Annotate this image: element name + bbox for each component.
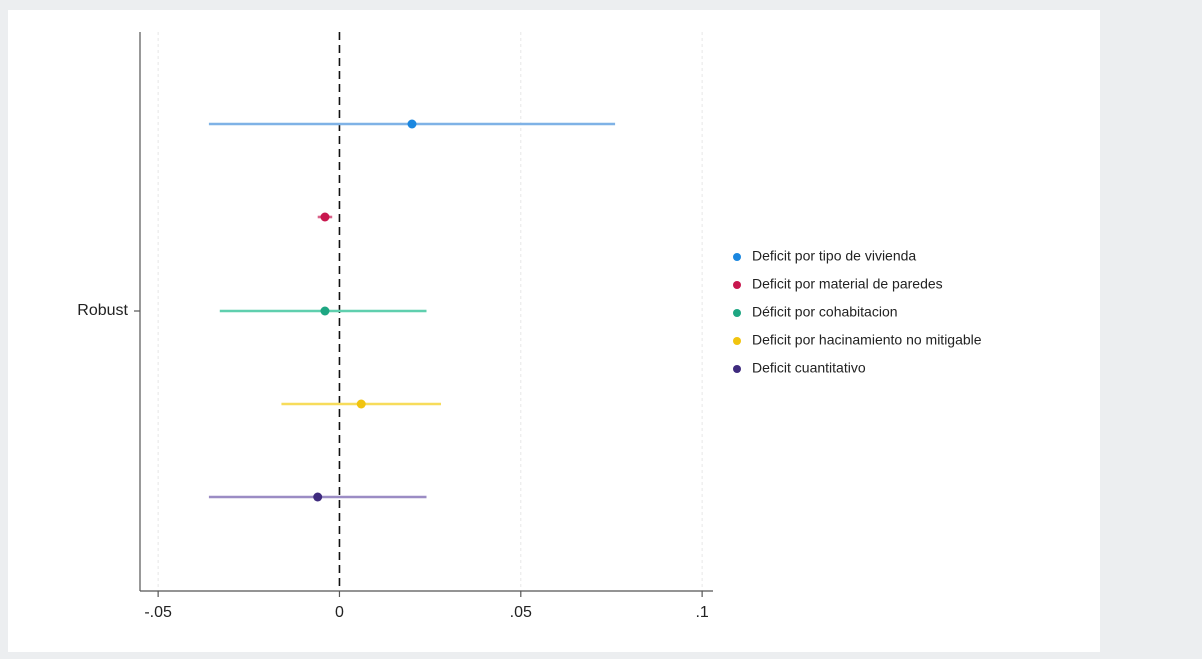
point-estimate-2: [320, 306, 330, 316]
legend-label-2: Déficit por cohabitacion: [752, 304, 898, 320]
x-tick-label-3: .1: [695, 604, 708, 621]
legend-label-0: Deficit por tipo de vivienda: [752, 248, 916, 264]
legend-label-3: Deficit por hacinamiento no mitigable: [752, 332, 982, 348]
coefficient-plot: Robust -.05 0 .05 .1 Deficit por tipo de vi…: [77, 32, 982, 621]
legend-marker-1: [733, 281, 741, 289]
x-tick-label-1: 0: [335, 604, 344, 621]
legend-label-1: Deficit por material de paredes: [752, 276, 943, 292]
x-tick-label-2: .05: [510, 604, 532, 621]
point-estimate-4: [313, 492, 323, 502]
chart-card: Robust -.05 0 .05 .1 Deficit por tipo de vi…: [8, 10, 1100, 652]
point-estimate-0: [407, 119, 417, 129]
point-estimate-1: [320, 212, 330, 222]
legend-marker-3: [733, 337, 741, 345]
legend-marker-4: [733, 365, 741, 373]
legend-marker-0: [733, 253, 741, 261]
x-tick-label-0: -.05: [144, 604, 172, 621]
legend-label-4: Deficit cuantitativo: [752, 360, 866, 376]
legend: Deficit por tipo de vivienda Deficit por …: [733, 248, 982, 376]
legend-marker-2: [733, 309, 741, 317]
series-layer: [208, 119, 616, 502]
point-estimate-3: [356, 399, 366, 409]
axes: Robust -.05 0 .05 .1: [77, 32, 713, 621]
y-category-label: Robust: [77, 302, 128, 319]
